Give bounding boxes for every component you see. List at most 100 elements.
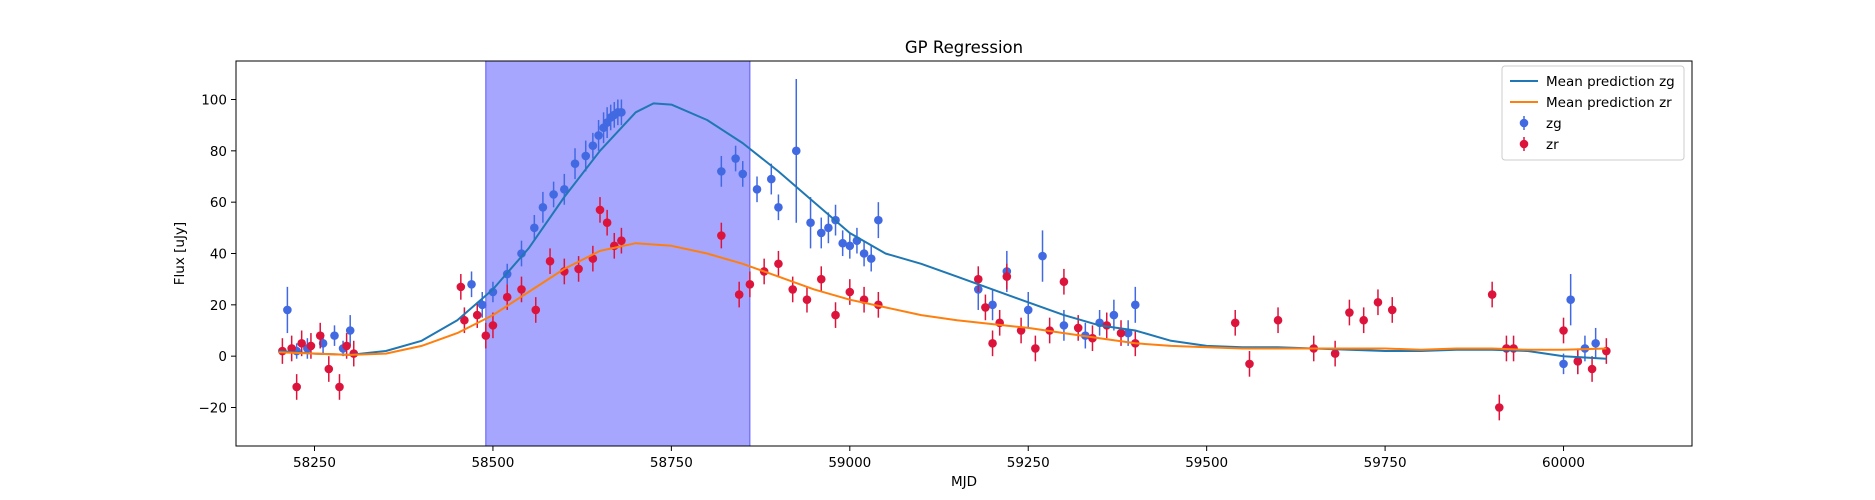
y-tick-label: 0: [218, 349, 227, 365]
point-zr: [1494, 403, 1504, 412]
point-zg: [824, 223, 833, 233]
y-tick-label: 100: [201, 93, 227, 109]
point-zr: [617, 236, 626, 245]
point-zg: [1023, 305, 1033, 315]
point-zr: [531, 305, 541, 315]
y-tick-label: −20: [199, 401, 228, 417]
y-axis-label: Flux [uJy]: [172, 222, 188, 285]
point-zr: [460, 315, 469, 325]
point-zg: [560, 185, 569, 194]
point-zg: [838, 238, 847, 248]
point-zg: [1109, 310, 1119, 320]
point-zr: [816, 274, 826, 284]
point-zr: [745, 280, 755, 289]
point-zg: [330, 331, 339, 340]
point-zg: [717, 167, 726, 176]
point-zg: [988, 300, 997, 310]
point-zr: [1073, 323, 1083, 333]
point-zg: [859, 249, 869, 258]
point-zg: [345, 326, 355, 335]
point-zr: [1245, 359, 1254, 369]
point-zg: [517, 249, 526, 258]
point-zr: [324, 364, 334, 374]
x-tick-label: 59500: [1185, 455, 1228, 471]
point-zg: [874, 215, 883, 225]
point-zr: [1059, 277, 1069, 287]
point-zg: [766, 174, 776, 184]
x-tick-label: 58750: [650, 455, 693, 471]
point-zg: [549, 190, 558, 199]
point-zg: [1559, 359, 1568, 369]
point-zr: [1373, 297, 1383, 307]
x-tick-label: 58250: [293, 455, 336, 471]
point-zg: [617, 108, 626, 117]
point-zr: [1116, 328, 1126, 338]
point-zr: [1345, 308, 1354, 317]
point-zr: [788, 285, 798, 294]
point-zg: [738, 169, 748, 179]
point-zg: [752, 185, 762, 194]
point-zr: [287, 344, 296, 353]
point-zr: [1487, 290, 1497, 299]
point-zg: [845, 241, 855, 251]
point-zr: [1387, 305, 1397, 315]
x-tick-label: 58500: [471, 455, 514, 471]
x-axis-label: MJD: [951, 474, 977, 490]
point-zg: [530, 223, 539, 233]
legend-box: [1501, 65, 1685, 161]
point-zg: [774, 203, 783, 212]
point-zr: [315, 331, 325, 340]
legend-label: Mean prediction zr: [1546, 95, 1672, 111]
point-zg: [283, 305, 292, 315]
point-zr: [734, 290, 744, 299]
point-zr: [456, 282, 466, 292]
point-zr: [481, 331, 491, 340]
legend: Mean prediction zg Mean prediction zr zg zr: [1501, 65, 1685, 161]
point-zg: [1123, 328, 1133, 338]
point-zg: [1566, 295, 1575, 305]
marks-layer: [278, 78, 1611, 421]
point-zr: [306, 341, 316, 351]
point-zg: [477, 300, 487, 310]
point-zr: [517, 285, 526, 294]
point-zg: [594, 131, 603, 140]
point-zg: [1038, 251, 1047, 261]
point-zg: [1059, 321, 1069, 330]
legend-label: Mean prediction zg: [1546, 74, 1675, 90]
point-zg: [816, 228, 826, 238]
point-zr: [1330, 349, 1340, 358]
point-zg: [806, 218, 815, 227]
legend-swatch-marker: [1519, 118, 1529, 128]
chart-title: GP Regression: [905, 38, 1023, 57]
x-ticks: 58250 58500 58750 59000 59250 59500 59750 60000: [293, 446, 1585, 471]
point-zr: [1031, 344, 1040, 353]
series-zg: [283, 78, 1600, 375]
y-tick-label: 60: [210, 195, 227, 211]
point-zr: [988, 339, 997, 348]
point-zr: [973, 274, 983, 284]
y-tick-label: 40: [210, 247, 227, 263]
point-zr: [845, 287, 855, 297]
point-zr: [1002, 272, 1012, 281]
point-zr: [574, 264, 583, 274]
point-zg: [538, 203, 548, 212]
y-tick-label: 20: [210, 298, 227, 314]
point-zr: [717, 231, 726, 240]
point-zg: [791, 146, 801, 156]
point-zg: [866, 254, 876, 263]
point-zr: [802, 295, 812, 305]
point-zr: [545, 256, 555, 266]
plot-frame: [235, 60, 1693, 447]
point-zg: [581, 151, 591, 161]
line-mean-prediction-zg: [278, 102, 1607, 360]
point-zr: [981, 303, 990, 312]
legend-label: zg: [1546, 116, 1562, 132]
point-zg: [731, 154, 740, 163]
line-mean-prediction-zr: [278, 242, 1607, 356]
point-zg: [488, 287, 498, 297]
point-zr: [292, 382, 301, 392]
point-zr: [1559, 326, 1568, 335]
point-zg: [467, 280, 476, 289]
point-zr: [297, 339, 306, 348]
